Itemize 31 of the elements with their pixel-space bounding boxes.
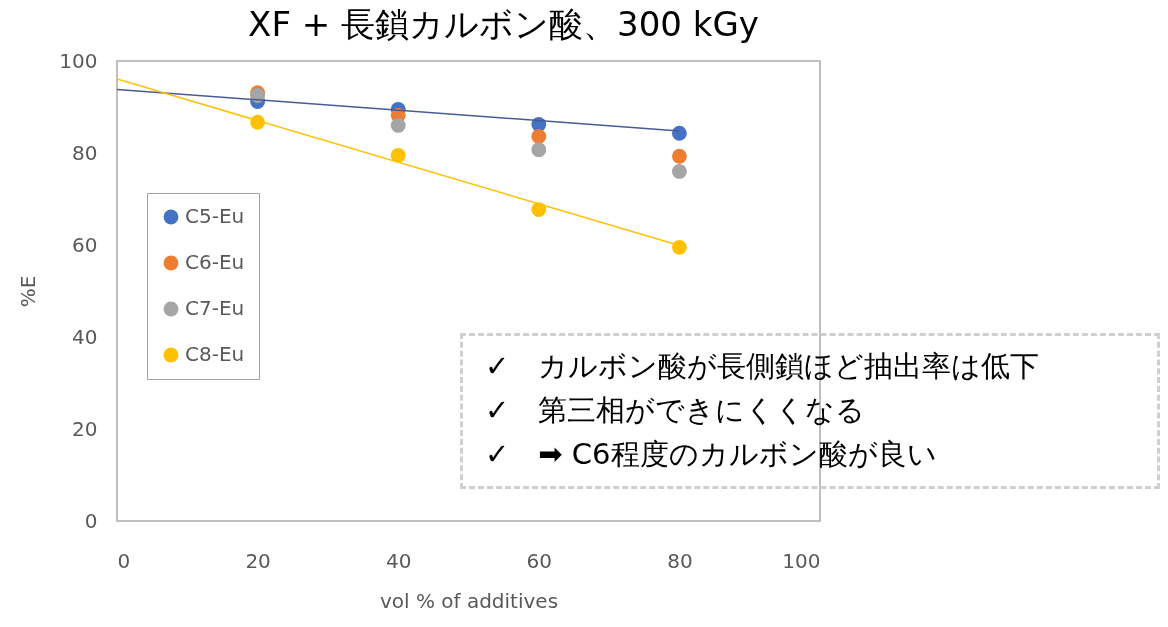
point	[390, 147, 406, 163]
x-tick-label: 20	[245, 548, 271, 573]
y-tick-label: 40	[72, 324, 98, 349]
annotation: ✓ カルボン酸が長側鎖ほど抽出率は低下	[485, 348, 1041, 385]
point	[390, 118, 406, 133]
annotation: ✓ ➡ C6程度のカルボン酸が良い	[485, 436, 938, 473]
x-tick-label: 0	[117, 548, 131, 573]
point	[531, 202, 547, 217]
point	[671, 148, 687, 164]
y-tick-label: 20	[72, 416, 98, 441]
x-tick-label: 100	[782, 548, 821, 573]
x-axis-title: vol % of additives	[379, 588, 559, 613]
point	[671, 164, 687, 179]
chart-title: XF + 長鎖カルボン酸、300 kGy	[248, 4, 759, 44]
x-tick-label: 40	[385, 548, 412, 573]
legend-label: C6-Eu	[185, 250, 245, 274]
legend-label: C8-Eu	[185, 342, 245, 366]
point	[531, 129, 547, 144]
point	[671, 239, 687, 255]
x-tick-label: 80	[667, 548, 693, 573]
y-tick-label: 100	[59, 48, 98, 73]
y-tick-label: 0	[84, 508, 98, 533]
annotation: ✓ 第三相ができにくくなる	[485, 392, 867, 429]
legend-label: C7-Eu	[185, 296, 245, 320]
x-tick-label: 60	[526, 548, 553, 573]
y-axis-title: %E	[16, 275, 41, 308]
point	[671, 125, 687, 141]
y-tick-label: 60	[72, 232, 98, 257]
legend-label: C5-Eu	[185, 204, 245, 228]
y-tick-label: 80	[72, 140, 98, 165]
point	[531, 142, 547, 158]
